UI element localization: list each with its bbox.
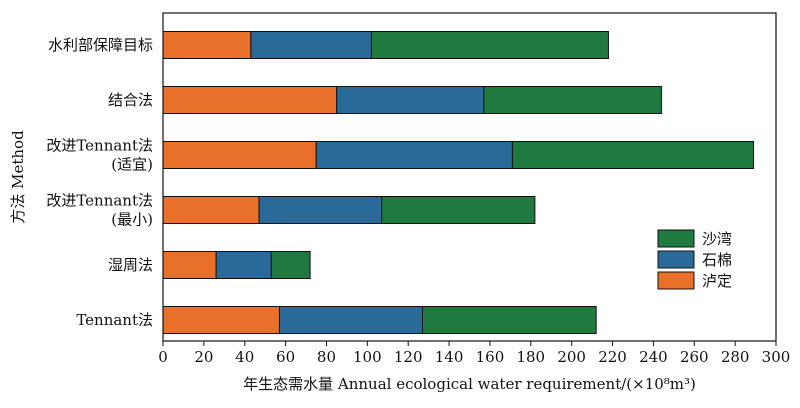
bar-segment bbox=[422, 306, 597, 334]
bar-segment bbox=[162, 86, 338, 114]
category-label: (适宜) bbox=[111, 156, 153, 174]
legend-swatch bbox=[657, 229, 695, 248]
bar-segment bbox=[162, 306, 280, 334]
x-axis-ticks: 0 20 40 60 80 100 120 140 160 180 200 220 240 260 280 3… bbox=[158, 341, 790, 366]
bar-segment bbox=[370, 31, 609, 59]
bar-segment bbox=[381, 196, 536, 224]
category-label: 改进Tennant法 bbox=[46, 137, 153, 155]
x-tick-label: 60 bbox=[276, 348, 295, 366]
y-axis-title: 方法 Method bbox=[9, 130, 27, 224]
x-tick-label: 20 bbox=[194, 348, 213, 366]
legend-label: 泸定 bbox=[702, 272, 732, 290]
x-tick-label: 40 bbox=[235, 348, 254, 366]
bar-segment bbox=[215, 251, 272, 279]
bar-segment bbox=[250, 31, 372, 59]
bar-segment bbox=[483, 86, 663, 114]
x-tick-label: 160 bbox=[476, 348, 505, 366]
category-label: Tennant法 bbox=[76, 311, 153, 329]
x-tick-label: 0 bbox=[158, 348, 168, 366]
bar-segment bbox=[315, 141, 513, 169]
category-label: 湿周法 bbox=[108, 256, 153, 274]
x-tick-label: 100 bbox=[353, 348, 382, 366]
x-tick-label: 80 bbox=[317, 348, 336, 366]
x-tick-label: 180 bbox=[516, 348, 545, 366]
category-label: 结合法 bbox=[108, 91, 153, 109]
x-tick-label: 260 bbox=[680, 348, 709, 366]
bar-segment bbox=[270, 251, 311, 279]
category-label: 水利部保障目标 bbox=[48, 36, 153, 54]
x-tick-label: 140 bbox=[435, 348, 464, 366]
legend-swatch bbox=[657, 271, 695, 290]
x-axis-title: 年生态需水量 Annual ecological water requireme… bbox=[243, 375, 696, 393]
x-tick-label: 300 bbox=[762, 348, 791, 366]
bar-segment bbox=[336, 86, 485, 114]
category-label: (最小) bbox=[111, 211, 153, 229]
category-label: 改进Tennant法 bbox=[46, 192, 153, 210]
x-tick-label: 280 bbox=[721, 348, 750, 366]
bars-layer bbox=[162, 31, 755, 334]
bar-segment bbox=[162, 251, 217, 279]
x-tick-label: 120 bbox=[394, 348, 423, 366]
bar-segment bbox=[162, 31, 252, 59]
bar-segment bbox=[511, 141, 755, 169]
legend-label: 沙湾 bbox=[702, 230, 732, 248]
bar-segment bbox=[162, 196, 260, 224]
bar-segment bbox=[258, 196, 383, 224]
legend-swatch bbox=[657, 250, 695, 269]
bar-segment bbox=[278, 306, 424, 334]
x-tick-label: 200 bbox=[557, 348, 586, 366]
category-labels: 水利部保障目标结合法改进Tennant法(适宜)改进Tennant法(最小)湿周… bbox=[46, 36, 153, 329]
legend-label: 石棉 bbox=[702, 251, 732, 269]
plot-frame bbox=[162, 12, 777, 342]
x-tick-label: 220 bbox=[598, 348, 627, 366]
bar-segment bbox=[162, 141, 317, 169]
x-tick-label: 240 bbox=[639, 348, 668, 366]
